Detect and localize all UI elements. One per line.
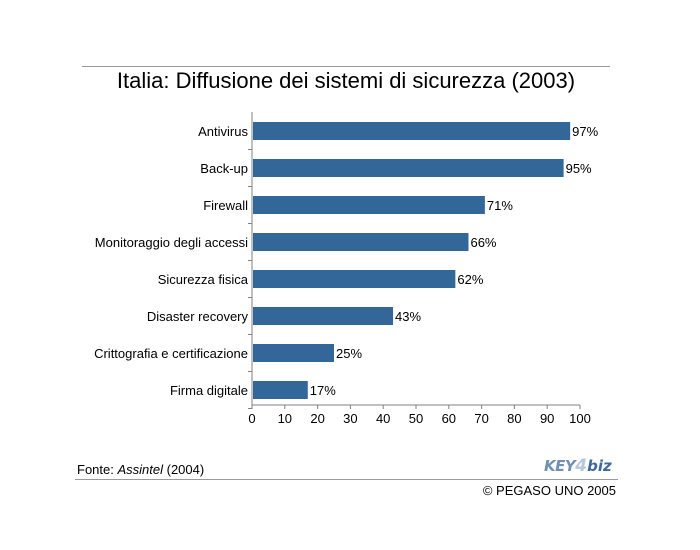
x-tick-label: 20 [310,411,324,426]
top-rule [82,66,610,67]
key4biz-logo: KEY4biz [544,456,612,476]
x-tick-label: 50 [409,411,423,426]
category-label: Back-up [200,161,248,176]
data-label: 62% [457,272,483,287]
data-label: 95% [566,161,592,176]
x-tick-label: 100 [569,411,591,426]
bar-chart: Antivirus 97% Back-up 95% Firewall 71% Monitor… [94,112,599,426]
source-prefix: Fonte: [77,462,118,477]
bar [253,344,334,362]
bar [253,233,469,251]
bar [253,270,456,288]
category-label: Antivirus [198,124,248,139]
category-label: Crittografia e certificazione [94,346,248,361]
x-tick-label: 10 [278,411,292,426]
source-suffix: (2004) [163,462,205,477]
bar [253,196,485,214]
data-label: 43% [395,309,421,324]
category-label: Monitoraggio degli accessi [95,235,248,250]
x-tick-label: 80 [507,411,521,426]
bar [253,381,308,399]
source-note: Fonte: Assintel (2004) [77,462,204,477]
category-label: Firewall [203,198,248,213]
bar [253,307,394,325]
data-label: 97% [572,124,598,139]
category-label: Sicurezza fisica [158,272,249,287]
chart-title: Italia: Diffusione dei sistemi di sicure… [116,68,576,93]
category-label: Firma digitale [170,383,248,398]
data-label: 66% [470,235,496,250]
x-tick-label: 60 [442,411,456,426]
bar [253,122,571,140]
bottom-rule [75,479,618,480]
source-name: Assintel [117,462,163,477]
data-label: 25% [336,346,362,361]
x-tick-label: 40 [376,411,390,426]
category-label: Disaster recovery [147,309,249,324]
x-tick-label: 0 [248,411,255,426]
x-tick-label: 70 [474,411,488,426]
data-label: 17% [310,383,336,398]
data-label: 71% [487,198,513,213]
x-tick-label: 30 [343,411,357,426]
x-tick-label: 90 [540,411,554,426]
copyright: © PEGASO UNO 2005 [482,483,616,498]
bar [253,159,564,177]
